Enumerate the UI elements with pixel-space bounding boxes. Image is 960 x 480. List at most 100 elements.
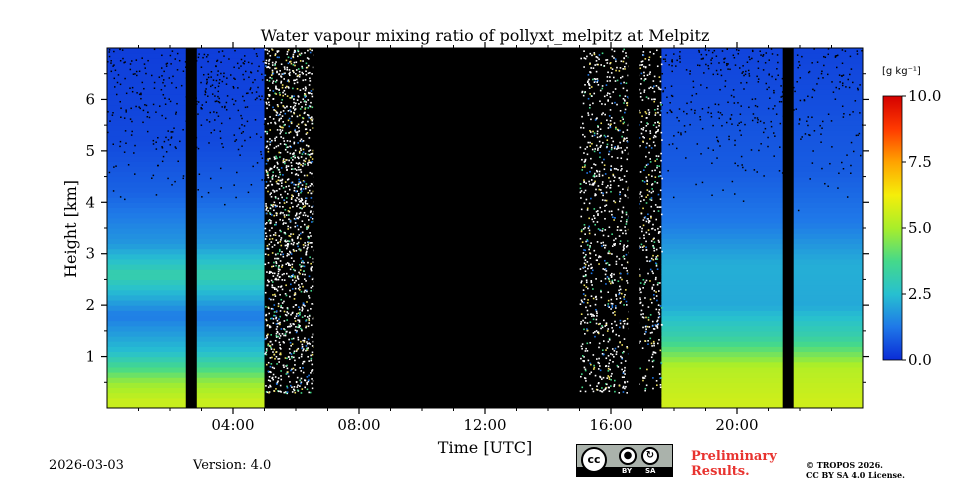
noise-pixel [752,113,755,115]
noise-pixel [265,62,268,64]
noise-pixel [643,136,646,139]
noise-pixel [606,330,609,332]
noise-pixel [281,86,284,89]
noise-pixel [281,115,284,117]
noise-pixel [614,58,617,61]
noise-pixel [293,61,296,64]
noise-pixel [312,213,314,215]
noise-pixel [306,376,309,378]
noise-pixel [289,140,291,143]
noise-pixel [310,235,312,237]
noise-pixel [770,48,773,50]
noise-pixel [271,82,274,84]
noise-pixel [171,50,174,52]
noise-pixel [590,267,592,270]
noise-pixel [283,341,285,344]
noise-pixel [729,68,731,71]
noise-pixel [169,144,172,146]
noise-pixel [269,180,272,183]
mixing-ratio-band [661,161,863,167]
noise-pixel [646,183,648,185]
noise-pixel [296,330,298,332]
noise-pixel [659,384,662,386]
noise-pixel [272,203,275,206]
noise-pixel [279,260,282,262]
noise-pixel [639,282,642,284]
noise-pixel [626,272,629,275]
noise-pixel [287,326,289,328]
noise-pixel [586,153,589,156]
noise-pixel [275,67,278,70]
noise-pixel [710,59,712,61]
noise-pixel [269,270,271,273]
noise-pixel [586,329,589,332]
noise-pixel [609,274,612,276]
noise-pixel [279,125,281,128]
noise-pixel [256,55,258,57]
mixing-ratio-band [661,99,863,106]
noise-pixel [583,249,585,251]
noise-pixel [271,48,273,50]
noise-pixel [596,56,599,59]
noise-pixel [221,80,224,83]
noise-pixel [600,296,603,299]
noise-pixel [580,375,582,378]
noise-pixel [208,142,210,144]
noise-pixel [297,347,300,350]
noise-pixel [652,52,655,55]
noise-pixel [297,123,300,126]
noise-pixel [623,81,625,84]
noise-pixel [603,259,606,262]
noise-pixel [622,122,625,125]
noise-pixel [274,232,277,234]
noise-pixel [643,245,645,247]
noise-pixel [268,345,271,347]
noise-pixel [660,109,663,112]
noise-pixel [588,180,590,183]
x-tick-label: 12:00 [463,416,506,434]
noise-pixel [304,89,307,92]
mixing-ratio-band [661,186,863,193]
noise-pixel [659,198,662,200]
noise-pixel [655,155,658,157]
noise-pixel [624,319,626,322]
noise-pixel [641,60,644,63]
noise-pixel [281,98,284,101]
noise-pixel [742,200,745,202]
noise-pixel [611,304,614,307]
noise-pixel [649,314,652,316]
noise-pixel [711,162,713,164]
noise-pixel [257,70,259,72]
noise-pixel [272,98,275,100]
noise-pixel [739,113,742,115]
noise-pixel [605,349,607,351]
noise-pixel [731,123,733,125]
noise-pixel [285,146,288,149]
mixing-ratio-band [661,202,863,209]
noise-pixel [618,392,621,394]
noise-pixel [625,300,628,303]
noise-pixel [279,179,281,182]
noise-pixel [582,360,584,362]
noise-pixel [730,114,733,116]
noise-pixel [289,97,292,99]
noise-pixel [756,75,758,78]
noise-pixel [286,53,289,55]
noise-pixel [264,227,267,230]
noise-pixel [656,158,658,161]
noise-pixel [613,147,616,150]
noise-pixel [261,95,263,97]
noise-pixel [715,55,718,57]
noise-pixel [287,146,289,148]
noise-pixel [304,79,307,81]
noise-pixel [288,325,291,328]
noise-pixel [291,343,294,345]
noise-pixel [307,64,310,67]
noise-pixel [809,178,811,180]
noise-pixel [283,66,286,68]
noise-pixel [279,353,282,356]
footer-date: 2026-03-03 [49,458,124,473]
noise-pixel [660,131,663,134]
noise-pixel [648,190,651,193]
noise-pixel [623,247,625,250]
